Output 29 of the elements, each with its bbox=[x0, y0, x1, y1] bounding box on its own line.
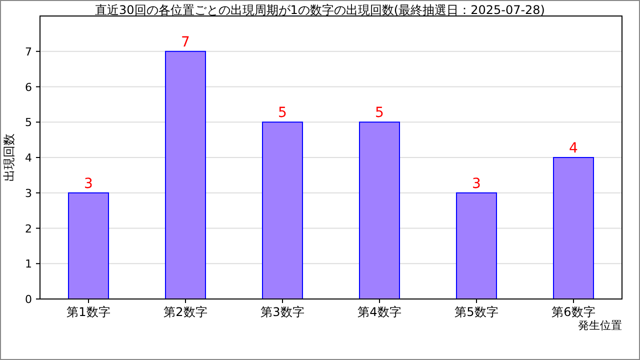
x-tick-label: 第2数字 bbox=[164, 305, 208, 319]
x-tick-label: 第6数字 bbox=[552, 305, 596, 319]
y-tick-label: 3 bbox=[25, 186, 32, 200]
y-tick-label: 4 bbox=[25, 152, 32, 164]
chart-title: 直近30回の各位置ごとの出現周期が1の数字の出現回数(最終抽選日：2025-07-28) bbox=[94, 3, 546, 17]
bar bbox=[165, 50, 206, 300]
x-tick-label: 第3数字 bbox=[260, 305, 304, 319]
y-tick-label: 2 bbox=[25, 222, 32, 236]
y-axis-title: 出現回数 bbox=[2, 134, 16, 182]
y-tick-label: 6 bbox=[25, 80, 32, 94]
bar bbox=[456, 192, 497, 300]
y-tick-label: 0 bbox=[25, 293, 32, 306]
data-label: 5 bbox=[375, 105, 384, 122]
x-tick-label: 第4数字 bbox=[358, 305, 402, 319]
bar bbox=[68, 192, 109, 300]
data-label: 7 bbox=[181, 34, 190, 50]
data-label: 3 bbox=[472, 176, 481, 192]
y-tick-label: 7 bbox=[25, 45, 32, 58]
bar bbox=[262, 122, 303, 300]
bar bbox=[359, 122, 400, 300]
data-label: 5 bbox=[278, 105, 287, 122]
x-axis-title: 発生位置 bbox=[578, 319, 622, 332]
data-label: 4 bbox=[569, 140, 578, 156]
bar bbox=[553, 157, 594, 300]
data-label: 3 bbox=[84, 176, 93, 192]
y-tick-label: 1 bbox=[25, 258, 32, 271]
x-tick-label: 第1数字 bbox=[66, 305, 110, 319]
y-tick-label: 5 bbox=[25, 116, 32, 130]
x-tick-label: 第5数字 bbox=[454, 305, 498, 319]
